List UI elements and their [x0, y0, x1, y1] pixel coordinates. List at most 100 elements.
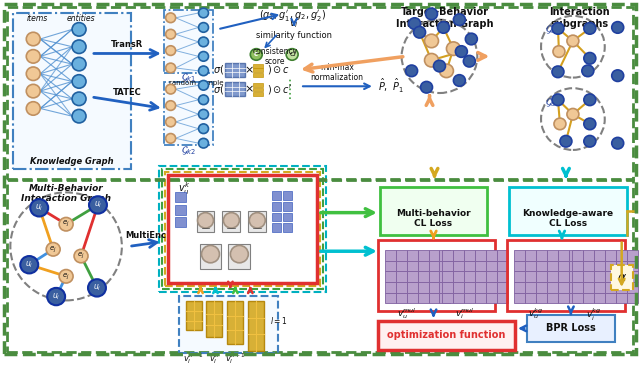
FancyBboxPatch shape [417, 282, 429, 293]
FancyBboxPatch shape [605, 250, 616, 261]
Circle shape [198, 66, 209, 76]
Text: $\mathcal{G}_{k1}$: $\mathcal{G}_{k1}$ [181, 72, 196, 85]
Circle shape [250, 213, 265, 228]
FancyBboxPatch shape [476, 272, 486, 282]
FancyBboxPatch shape [525, 272, 536, 282]
Circle shape [440, 64, 453, 77]
FancyBboxPatch shape [476, 282, 486, 293]
FancyBboxPatch shape [442, 282, 453, 293]
FancyBboxPatch shape [486, 293, 497, 303]
Circle shape [584, 52, 596, 64]
Text: $v_l^{k}$: $v_l^{k}$ [209, 352, 220, 366]
Text: $v_u^{kg}$: $v_u^{kg}$ [529, 306, 543, 321]
FancyBboxPatch shape [417, 261, 429, 272]
FancyBboxPatch shape [583, 250, 594, 261]
Text: $v_i^{kg}$: $v_i^{kg}$ [586, 306, 602, 323]
Circle shape [59, 217, 73, 231]
FancyBboxPatch shape [605, 261, 616, 272]
Text: similarity function: similarity function [256, 31, 332, 40]
Circle shape [198, 52, 209, 61]
Circle shape [198, 8, 209, 18]
FancyBboxPatch shape [440, 282, 451, 293]
FancyBboxPatch shape [283, 192, 292, 200]
FancyBboxPatch shape [253, 73, 263, 77]
FancyBboxPatch shape [272, 192, 281, 200]
Circle shape [567, 35, 579, 47]
FancyBboxPatch shape [497, 261, 508, 272]
FancyBboxPatch shape [572, 261, 583, 272]
Text: Knowledge-aware
CL Loss: Knowledge-aware CL Loss [522, 209, 614, 228]
FancyBboxPatch shape [525, 250, 536, 261]
Circle shape [74, 249, 88, 263]
Text: optimization function: optimization function [387, 330, 506, 340]
FancyBboxPatch shape [396, 261, 406, 272]
FancyBboxPatch shape [283, 223, 292, 232]
FancyBboxPatch shape [627, 261, 637, 272]
Circle shape [223, 213, 239, 228]
FancyBboxPatch shape [558, 282, 569, 293]
FancyBboxPatch shape [486, 261, 497, 272]
Text: $\times$: $\times$ [244, 65, 254, 75]
Circle shape [198, 110, 209, 119]
FancyBboxPatch shape [440, 293, 451, 303]
Text: $e_j$: $e_j$ [77, 251, 85, 261]
FancyBboxPatch shape [440, 250, 451, 261]
FancyBboxPatch shape [442, 272, 453, 282]
Text: $\times$: $\times$ [244, 84, 254, 94]
Circle shape [612, 70, 623, 82]
Text: entities: entities [67, 14, 95, 23]
Circle shape [612, 22, 623, 33]
FancyBboxPatch shape [283, 202, 292, 211]
FancyBboxPatch shape [175, 205, 186, 214]
Text: $v_u^k$: $v_u^k$ [178, 180, 190, 197]
FancyBboxPatch shape [583, 282, 594, 293]
FancyBboxPatch shape [417, 272, 429, 282]
FancyBboxPatch shape [558, 272, 569, 282]
Text: Knowledge Graph: Knowledge Graph [30, 157, 114, 166]
FancyBboxPatch shape [605, 282, 616, 293]
FancyBboxPatch shape [514, 293, 525, 303]
Circle shape [198, 124, 209, 134]
Text: $v_l^{k+1}$: $v_l^{k+1}$ [225, 352, 246, 366]
FancyBboxPatch shape [583, 293, 594, 303]
FancyBboxPatch shape [378, 321, 515, 349]
FancyBboxPatch shape [417, 250, 429, 261]
Circle shape [554, 118, 566, 130]
FancyBboxPatch shape [514, 282, 525, 293]
FancyBboxPatch shape [253, 68, 263, 72]
FancyBboxPatch shape [429, 282, 440, 293]
Text: $u_i$: $u_i$ [35, 203, 44, 213]
FancyBboxPatch shape [497, 282, 508, 293]
Circle shape [424, 34, 438, 48]
Circle shape [26, 32, 40, 46]
Text: $v_i^{mul}$: $v_i^{mul}$ [454, 306, 474, 321]
Circle shape [584, 118, 596, 130]
Circle shape [72, 23, 86, 36]
FancyBboxPatch shape [406, 272, 417, 282]
FancyBboxPatch shape [525, 282, 536, 293]
FancyBboxPatch shape [272, 213, 281, 221]
FancyBboxPatch shape [228, 244, 250, 269]
Text: c: c [254, 51, 259, 58]
Circle shape [447, 42, 460, 55]
FancyBboxPatch shape [227, 301, 243, 344]
FancyBboxPatch shape [616, 250, 627, 261]
FancyBboxPatch shape [486, 272, 497, 282]
FancyBboxPatch shape [207, 301, 223, 337]
Text: $) \odot c'$: $) \odot c'$ [268, 83, 292, 96]
FancyBboxPatch shape [583, 272, 594, 282]
FancyBboxPatch shape [440, 261, 451, 272]
FancyBboxPatch shape [476, 293, 486, 303]
FancyBboxPatch shape [453, 293, 465, 303]
Circle shape [567, 108, 579, 120]
Text: $v_l^{k-1}$: $v_l^{k-1}$ [183, 352, 204, 366]
Circle shape [463, 55, 476, 67]
FancyBboxPatch shape [547, 261, 558, 272]
FancyBboxPatch shape [616, 282, 627, 293]
Circle shape [72, 75, 86, 88]
Text: $) \odot c$: $) \odot c$ [268, 63, 290, 76]
FancyBboxPatch shape [385, 282, 396, 293]
FancyBboxPatch shape [525, 261, 536, 272]
Text: $\alpha$: $\alpha$ [617, 271, 627, 284]
FancyBboxPatch shape [465, 293, 476, 303]
